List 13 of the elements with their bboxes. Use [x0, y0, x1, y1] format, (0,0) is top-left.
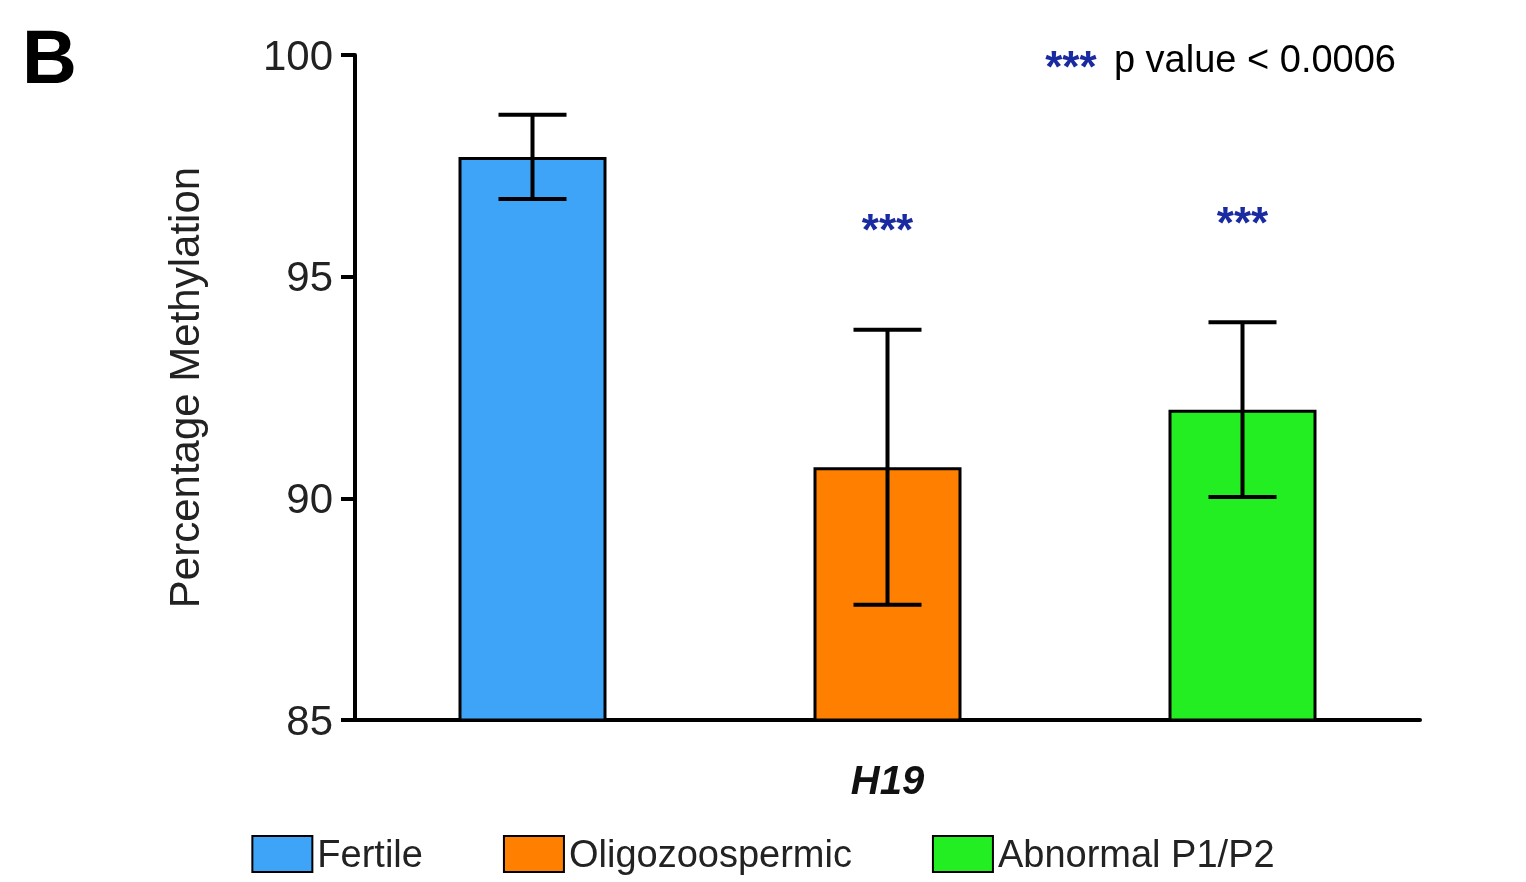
x-axis-title: H19	[850, 758, 925, 802]
y-tick-label: 95	[286, 253, 333, 301]
legend-label: Abnormal P1/P2	[997, 833, 1275, 875]
y-tick-label: 100	[262, 31, 333, 79]
legend-label: Fertile	[317, 833, 423, 875]
annotation: ***	[1216, 197, 1270, 247]
y-tick-label: 90	[286, 474, 333, 522]
annotation: *** p value < 0.0006	[1045, 38, 1397, 91]
text: B	[22, 13, 77, 99]
y-tick-label: 85	[286, 696, 333, 744]
y-axis-title: Percentage Methylation	[160, 166, 208, 609]
annotation: ***	[861, 205, 915, 255]
legend-label: Oligozoospermic	[568, 833, 852, 875]
